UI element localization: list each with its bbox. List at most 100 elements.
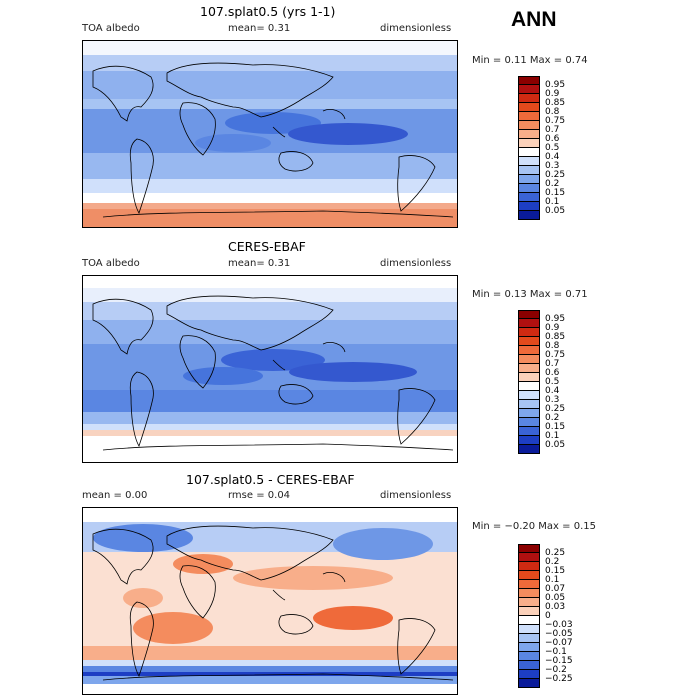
colorbar-swatch bbox=[518, 391, 540, 400]
colorbar-swatch bbox=[518, 400, 540, 409]
colorbar-swatch bbox=[518, 625, 540, 634]
panel-title: 107.splat0.5 (yrs 1-1) bbox=[200, 4, 336, 19]
map-observations bbox=[82, 275, 458, 463]
colorbar-swatch bbox=[518, 580, 540, 589]
colorbar-tick-label: 0.25 bbox=[545, 170, 566, 180]
colorbar-swatch bbox=[518, 121, 540, 130]
colorbar-tick-label: 0.6 bbox=[545, 134, 560, 144]
colorbar-swatch bbox=[518, 157, 540, 166]
colorbar-swatch bbox=[518, 634, 540, 643]
panel-units-label: dimensionless bbox=[380, 258, 452, 269]
colorbar-swatch bbox=[518, 553, 540, 562]
map-difference bbox=[82, 507, 458, 695]
colorbar-tick-label: −0.2 bbox=[545, 665, 567, 675]
colorbar-swatch bbox=[518, 193, 540, 202]
colorbar-swatch bbox=[518, 85, 540, 94]
colorbar-swatch bbox=[518, 355, 540, 364]
panel-min-max: Min = −0.20 Max = 0.15 bbox=[472, 521, 596, 532]
colorbar-difference: 0.25 0.2 0.15 0.1 0.07 0.05 0.03 0 −0.03 −0.05 −0.… bbox=[518, 544, 598, 694]
colorbar-tick-label: 0.9 bbox=[545, 89, 560, 99]
colorbar-swatch bbox=[518, 211, 540, 220]
colorbar-tick-label: 0.75 bbox=[545, 350, 566, 360]
colorbar-tick-label: 0.8 bbox=[545, 107, 560, 117]
colorbar-tick-label: −0.1 bbox=[545, 647, 567, 657]
colorbar-swatch bbox=[518, 598, 540, 607]
colorbar-swatch bbox=[518, 661, 540, 670]
colorbar-swatch bbox=[518, 670, 540, 679]
colorbar-tick-label: 0.85 bbox=[545, 332, 566, 342]
colorbar-tick-label: 0.6 bbox=[545, 368, 560, 378]
colorbar-swatch bbox=[518, 175, 540, 184]
panel-mean-label: mean= 0.31 bbox=[228, 23, 291, 34]
colorbar-tick-label: 0.5 bbox=[545, 377, 560, 387]
colorbar-tick-label: 0.2 bbox=[545, 557, 560, 567]
colorbar-tick-label: 0.75 bbox=[545, 116, 566, 126]
colorbar-swatch bbox=[518, 202, 540, 211]
colorbar-observations: 0.95 0.9 0.85 0.8 0.75 0.7 0.6 0.5 0.4 0.3 0.25 0.2… bbox=[518, 310, 598, 460]
season-label: ANN bbox=[511, 8, 557, 31]
colorbar-tick-label: 0.3 bbox=[545, 161, 560, 171]
colorbar-swatch bbox=[518, 139, 540, 148]
colorbar-swatch bbox=[518, 310, 540, 319]
colorbar-tick-label: −0.05 bbox=[545, 629, 573, 639]
panel-min-max: Min = 0.13 Max = 0.71 bbox=[472, 289, 588, 300]
colorbar-tick-label: 0.2 bbox=[545, 179, 560, 189]
colorbar-swatch bbox=[518, 544, 540, 553]
colorbar-tick-label: −0.15 bbox=[545, 656, 573, 666]
colorbar-tick-label: 0.7 bbox=[545, 125, 560, 135]
colorbar-tick-label: −0.03 bbox=[545, 620, 573, 630]
colorbar-swatch bbox=[518, 427, 540, 436]
colorbar-tick-label: 0.1 bbox=[545, 575, 560, 585]
panel-mean-label: mean= 0.31 bbox=[228, 258, 291, 269]
panel-variable-label: TOA albedo bbox=[82, 23, 140, 34]
colorbar-swatch bbox=[518, 346, 540, 355]
colorbar-tick-label: 0.05 bbox=[545, 206, 566, 216]
colorbar-swatch bbox=[518, 373, 540, 382]
colorbar-swatch bbox=[518, 445, 540, 454]
panel-variable-label: TOA albedo bbox=[82, 258, 140, 269]
colorbar-tick-label: 0.7 bbox=[545, 359, 560, 369]
colorbar-tick-label: 0.03 bbox=[545, 602, 566, 612]
colorbar-tick-label: 0.15 bbox=[545, 422, 566, 432]
colorbar-tick-label: 0 bbox=[545, 611, 551, 621]
colorbar-tick-label: −0.07 bbox=[545, 638, 573, 648]
colorbar-swatch bbox=[518, 337, 540, 346]
panel-min-max: Min = 0.11 Max = 0.74 bbox=[472, 55, 588, 66]
colorbar-swatch bbox=[518, 319, 540, 328]
colorbar-swatch bbox=[518, 571, 540, 580]
colorbar-tick-label: 0.85 bbox=[545, 98, 566, 108]
colorbar-swatch bbox=[518, 130, 540, 139]
colorbar-tick-label: 0.25 bbox=[545, 548, 566, 558]
colorbar-swatch bbox=[518, 364, 540, 373]
colorbar-swatch bbox=[518, 112, 540, 121]
panel-units-label: dimensionless bbox=[380, 490, 452, 501]
colorbar-tick-label: −0.25 bbox=[545, 674, 573, 684]
colorbar-swatch bbox=[518, 589, 540, 598]
colorbar-swatch bbox=[518, 94, 540, 103]
colorbar-tick-label: 0.15 bbox=[545, 188, 566, 198]
colorbar-swatch bbox=[518, 418, 540, 427]
colorbar-swatch bbox=[518, 166, 540, 175]
panel-title: 107.splat0.5 - CERES-EBAF bbox=[186, 472, 355, 487]
colorbar-swatch bbox=[518, 652, 540, 661]
colorbar-tick-label: 0.05 bbox=[545, 593, 566, 603]
map-model bbox=[82, 40, 458, 228]
colorbar-swatch bbox=[518, 616, 540, 625]
colorbar-tick-label: 0.9 bbox=[545, 323, 560, 333]
colorbar-swatch bbox=[518, 148, 540, 157]
colorbar-tick-label: 0.1 bbox=[545, 197, 560, 207]
colorbar-swatch bbox=[518, 643, 540, 652]
colorbar-swatch bbox=[518, 562, 540, 571]
colorbar-tick-label: 0.5 bbox=[545, 143, 560, 153]
colorbar-swatch bbox=[518, 436, 540, 445]
colorbar-tick-label: 0.05 bbox=[545, 440, 566, 450]
colorbar-swatch bbox=[518, 382, 540, 391]
colorbar-tick-label: 0.3 bbox=[545, 395, 560, 405]
colorbar-swatch bbox=[518, 76, 540, 85]
panel-units-label: dimensionless bbox=[380, 23, 452, 34]
colorbar-swatch bbox=[518, 328, 540, 337]
panel-rmse-label: rmse = 0.04 bbox=[228, 490, 291, 501]
colorbar-tick-label: 0.2 bbox=[545, 413, 560, 423]
colorbar-tick-label: 0.15 bbox=[545, 566, 566, 576]
panel-title: CERES-EBAF bbox=[228, 239, 306, 254]
